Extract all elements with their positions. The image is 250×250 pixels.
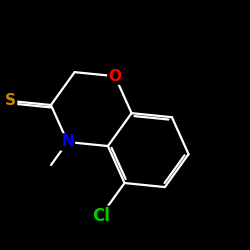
Text: S: S xyxy=(5,94,16,108)
Text: N: N xyxy=(61,134,74,150)
Text: O: O xyxy=(108,69,122,84)
Text: Cl: Cl xyxy=(92,207,110,225)
